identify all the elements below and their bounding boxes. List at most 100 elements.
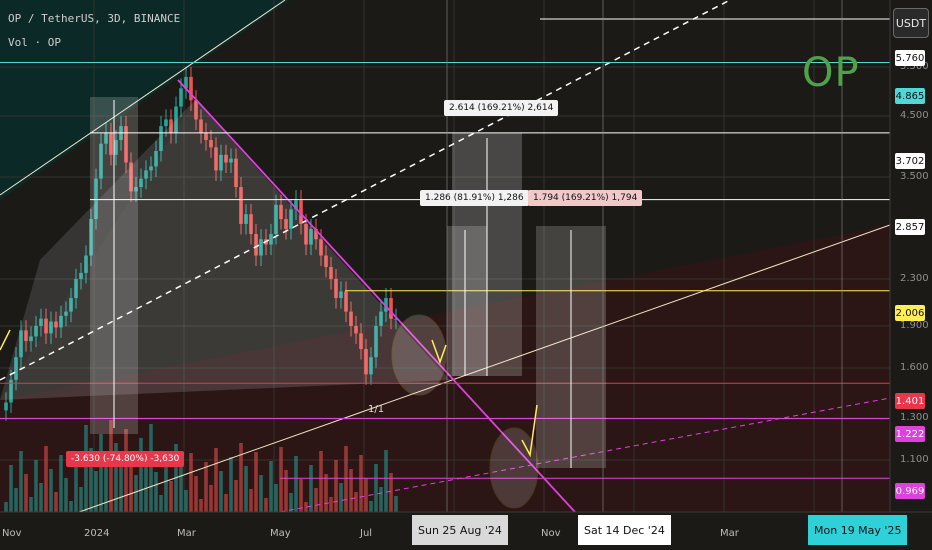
- annotation-label: 1/1: [368, 404, 385, 415]
- price-level-badge: 1.401: [895, 393, 925, 409]
- candle-body: [104, 133, 108, 144]
- volume-bar: [289, 493, 293, 512]
- currency-button[interactable]: USDT: [893, 8, 929, 38]
- candle-body: [339, 291, 343, 299]
- volume-bar: [189, 453, 193, 512]
- candle-body: [214, 147, 218, 171]
- candle-body: [189, 76, 193, 101]
- volume-bar: [284, 470, 288, 512]
- volume-bar: [59, 455, 63, 512]
- candle-body: [319, 239, 323, 256]
- candle-body: [149, 166, 153, 171]
- candle-body: [359, 333, 363, 350]
- volume-bar: [64, 478, 68, 512]
- candle-body: [129, 162, 133, 192]
- candle-body: [374, 325, 378, 358]
- volume-bar: [74, 464, 78, 512]
- candle-body: [394, 318, 398, 320]
- volume-bar: [394, 496, 398, 512]
- price-level-badge: 1.222: [895, 426, 925, 442]
- volume-bar: [199, 499, 203, 512]
- candle-body: [284, 219, 288, 229]
- volume-bar: [209, 485, 213, 512]
- candle-body: [239, 187, 243, 224]
- volume-bar: [14, 488, 18, 512]
- candle-body: [114, 140, 118, 155]
- measure-label[interactable]: -3.630 (-74.80%) -3,630: [66, 451, 185, 467]
- candle-body: [124, 126, 128, 163]
- candle-body: [184, 76, 188, 89]
- volume-bar: [124, 429, 128, 512]
- y-tick: 2.300: [900, 273, 929, 284]
- volume-bar: [4, 502, 8, 512]
- y-tick: 3.500: [900, 171, 929, 182]
- volume-bar: [119, 466, 123, 512]
- candle-body: [94, 178, 98, 220]
- candle-body: [169, 119, 173, 134]
- candle-body: [209, 140, 213, 148]
- candle-body: [299, 200, 303, 224]
- volume-header[interactable]: Vol · OP: [8, 36, 61, 49]
- volume-bar: [134, 475, 138, 512]
- volume-bar: [159, 495, 163, 512]
- price-level-badge: 2.857: [895, 219, 925, 235]
- volume-bar: [114, 443, 118, 512]
- candle-body: [274, 204, 278, 235]
- measure-label[interactable]: 1.794 (169.21%) 1,794: [528, 190, 643, 206]
- price-level-badge: 3.702: [895, 153, 925, 169]
- volume-bar: [264, 498, 268, 512]
- volume-bar: [79, 487, 83, 512]
- volume-bar: [269, 461, 273, 512]
- candle-body: [199, 119, 203, 134]
- volume-bar: [19, 451, 23, 512]
- volume-bar: [139, 438, 143, 512]
- measure-label[interactable]: 1.286 (81.91%) 1,286: [420, 190, 529, 206]
- volume-bar: [89, 448, 93, 512]
- candle-body: [44, 318, 48, 334]
- candle-body: [64, 311, 68, 316]
- candle-body: [4, 402, 8, 411]
- volume-layer: [4, 420, 398, 512]
- candle-body: [204, 133, 208, 141]
- candle-body: [14, 357, 18, 380]
- triangle-fan-inner: [0, 100, 195, 400]
- candle-body: [219, 154, 223, 171]
- volume-bar: [44, 446, 48, 512]
- candle-body: [304, 223, 308, 245]
- candle-body: [29, 336, 33, 342]
- candle-body: [154, 151, 158, 167]
- measure-label[interactable]: 2.614 (169.21%) 2,614: [444, 100, 559, 116]
- volume-bar: [359, 455, 363, 512]
- x-date-marker: Sat 14 Dec '24: [578, 515, 671, 545]
- volume-bar: [49, 469, 53, 512]
- candle-body: [389, 298, 393, 319]
- highlight-ellipse: [489, 427, 539, 509]
- x-date-marker: Mon 19 May '25: [808, 515, 908, 545]
- arrow-marker: [0, 329, 11, 351]
- price-level-badge: 2.006: [895, 305, 925, 321]
- volume-bar: [324, 474, 328, 512]
- arrow-marker: [431, 339, 447, 365]
- triangle-fan: [0, 100, 450, 400]
- candle-body: [324, 255, 328, 267]
- volume-bar: [314, 488, 318, 512]
- drawings-layer: [0, 0, 890, 512]
- candle-body: [234, 158, 238, 188]
- candle-body: [369, 357, 373, 375]
- candle-body: [54, 321, 58, 328]
- symbol-header[interactable]: OP / TetherUS, 3D, BINANCE: [8, 12, 181, 25]
- candle-body: [349, 311, 353, 326]
- price-level-badge: 5.760: [895, 50, 925, 66]
- volume-bar: [129, 452, 133, 512]
- candle-body: [159, 126, 163, 152]
- candle-body: [244, 214, 248, 224]
- volume-bar: [29, 497, 33, 512]
- candle-body: [179, 88, 183, 107]
- lower-dashed-line: [279, 397, 890, 512]
- volume-bar: [24, 474, 28, 512]
- volume-bar: [384, 450, 388, 512]
- candle-body: [224, 154, 228, 163]
- grid-layer: [0, 0, 890, 512]
- candle-body: [289, 209, 293, 229]
